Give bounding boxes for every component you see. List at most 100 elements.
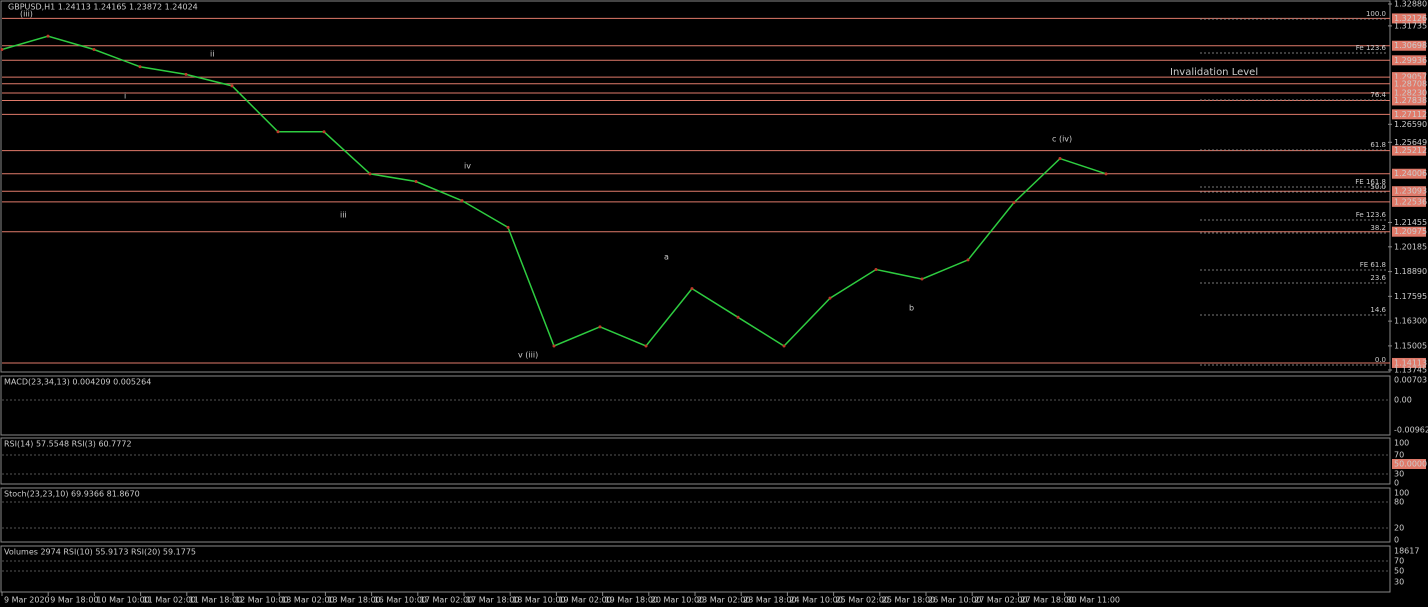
level-box bbox=[1392, 109, 1426, 120]
price-point bbox=[0, 48, 4, 52]
panel-axis-label: 70 bbox=[1394, 557, 1404, 566]
stoch-frame bbox=[0, 487, 1391, 543]
time-label: 13 Mar 18:00 bbox=[327, 596, 380, 605]
price-point bbox=[966, 258, 970, 262]
price-point bbox=[1104, 172, 1108, 176]
price-label: 1.15005 bbox=[1394, 341, 1427, 350]
panel-title: RSI(14) 57.5548 RSI(3) 60.7772 bbox=[4, 440, 132, 449]
time-label: 10 Mar 10:00 bbox=[96, 596, 149, 605]
time-label: 18 Mar 10:00 bbox=[512, 596, 565, 605]
price-label: 1.28708 bbox=[1394, 79, 1427, 88]
price-label: 1.29057 bbox=[1394, 73, 1427, 82]
panel-axis-label: 18617 bbox=[1394, 547, 1419, 556]
level-box bbox=[1392, 186, 1426, 197]
price-label: 1.23093 bbox=[1394, 187, 1427, 196]
level-box bbox=[1392, 13, 1426, 24]
main-frame bbox=[0, 0, 1391, 373]
time-label: 25 Mar 18:00 bbox=[882, 596, 935, 605]
fib-label: 23.6 bbox=[1370, 274, 1386, 282]
time-label: 26 Mar 10:00 bbox=[928, 596, 981, 605]
time-label: 13 Mar 02:00 bbox=[281, 596, 334, 605]
wave-label: Invalidation Level bbox=[1170, 67, 1258, 78]
price-point bbox=[1058, 157, 1062, 161]
time-label: 11 Mar 18:00 bbox=[189, 596, 242, 605]
level-box bbox=[1392, 168, 1426, 179]
price-label: 1.32880 bbox=[1394, 0, 1427, 9]
level-box bbox=[1392, 459, 1426, 469]
panel-axis-label: 70 bbox=[1394, 451, 1404, 460]
macd-frame bbox=[0, 375, 1391, 436]
fib-label: 50.0 bbox=[1370, 183, 1386, 191]
level-box bbox=[1392, 95, 1426, 106]
price-label: 1.18890 bbox=[1394, 267, 1427, 276]
price-point bbox=[506, 225, 510, 229]
price-label: 1.26590 bbox=[1394, 120, 1427, 129]
level-box bbox=[1392, 87, 1426, 98]
price-label: 1.25649 bbox=[1394, 138, 1427, 147]
price-point bbox=[230, 84, 234, 88]
price-point bbox=[368, 172, 372, 176]
price-label: 1.21455 bbox=[1394, 218, 1427, 227]
fib-label: 0.0 bbox=[1375, 356, 1386, 364]
time-label: 30 Mar 11:00 bbox=[1067, 596, 1120, 605]
panel-axis-label: 80 bbox=[1394, 498, 1404, 507]
panel-title: Volumes 2974 RSI(10) 55.9173 RSI(20) 59.… bbox=[4, 548, 196, 557]
price-point bbox=[782, 344, 786, 348]
price-label: 1.17595 bbox=[1394, 292, 1427, 301]
panel-axis-label: 0 bbox=[1394, 479, 1399, 488]
level-box bbox=[1392, 145, 1426, 156]
price-label: 1.27838 bbox=[1394, 96, 1427, 105]
level-box bbox=[1392, 40, 1426, 51]
panel-axis-label: -0.009621 bbox=[1394, 426, 1428, 435]
fib-label: Fe 123.6 bbox=[1356, 211, 1387, 219]
panel-axis-label: 0.00703 bbox=[1394, 376, 1427, 385]
time-label: 9 Mar 2020 bbox=[4, 596, 50, 605]
wave-label: iii bbox=[340, 211, 347, 220]
price-label: 1.24006 bbox=[1394, 169, 1427, 178]
price-point bbox=[46, 34, 50, 38]
wave-label: a bbox=[664, 253, 669, 262]
price-point bbox=[460, 199, 464, 203]
time-label: 27 Mar 18:00 bbox=[1020, 596, 1073, 605]
panel-axis-label: 50 bbox=[1394, 567, 1404, 576]
time-label: 16 Mar 10:00 bbox=[374, 596, 427, 605]
price-label: 1.14113 bbox=[1394, 358, 1427, 367]
price-point bbox=[920, 277, 924, 281]
time-label: 17 Mar 18:00 bbox=[466, 596, 519, 605]
wave-label: b bbox=[909, 304, 914, 313]
time-label: 9 Mar 18:00 bbox=[50, 596, 98, 605]
price-point bbox=[736, 315, 740, 319]
price-point bbox=[138, 65, 142, 69]
price-label: 1.27112 bbox=[1394, 110, 1427, 119]
fib-label: 38.2 bbox=[1370, 224, 1386, 232]
price-point bbox=[644, 344, 648, 348]
fib-label: 100.0 bbox=[1366, 10, 1386, 18]
panel-axis-label: 30 bbox=[1394, 470, 1404, 479]
price-label: 1.32126 bbox=[1394, 14, 1427, 23]
price-label: 1.13745 bbox=[1394, 366, 1427, 375]
rsi-frame bbox=[0, 437, 1391, 485]
fib-label: 61.8 bbox=[1370, 141, 1386, 149]
price-point bbox=[598, 325, 602, 329]
price-label: 1.16300 bbox=[1394, 317, 1427, 326]
panel-axis-label: 50.0000 bbox=[1394, 460, 1427, 469]
price-point bbox=[276, 130, 280, 134]
time-label: 27 Mar 02:00 bbox=[974, 596, 1027, 605]
wave-label: (iii) bbox=[20, 10, 33, 19]
price-label: 1.22536 bbox=[1394, 197, 1427, 206]
level-box bbox=[1392, 78, 1426, 89]
panel-title: MACD(23,34,13) 0.004209 0.005264 bbox=[4, 378, 151, 387]
time-label: 20 Mar 10:00 bbox=[651, 596, 704, 605]
time-label: 25 Mar 02:00 bbox=[836, 596, 889, 605]
fib-label: Fe 123.6 bbox=[1356, 44, 1387, 52]
wave-label: i bbox=[124, 92, 126, 101]
time-label: 23 Mar 18:00 bbox=[743, 596, 796, 605]
price-point bbox=[874, 267, 878, 271]
level-box bbox=[1392, 226, 1426, 237]
price-label: 1.29936 bbox=[1394, 56, 1427, 65]
price-label: 1.28230 bbox=[1394, 88, 1427, 97]
price-label: 1.20975 bbox=[1394, 227, 1427, 236]
price-point bbox=[414, 180, 418, 184]
